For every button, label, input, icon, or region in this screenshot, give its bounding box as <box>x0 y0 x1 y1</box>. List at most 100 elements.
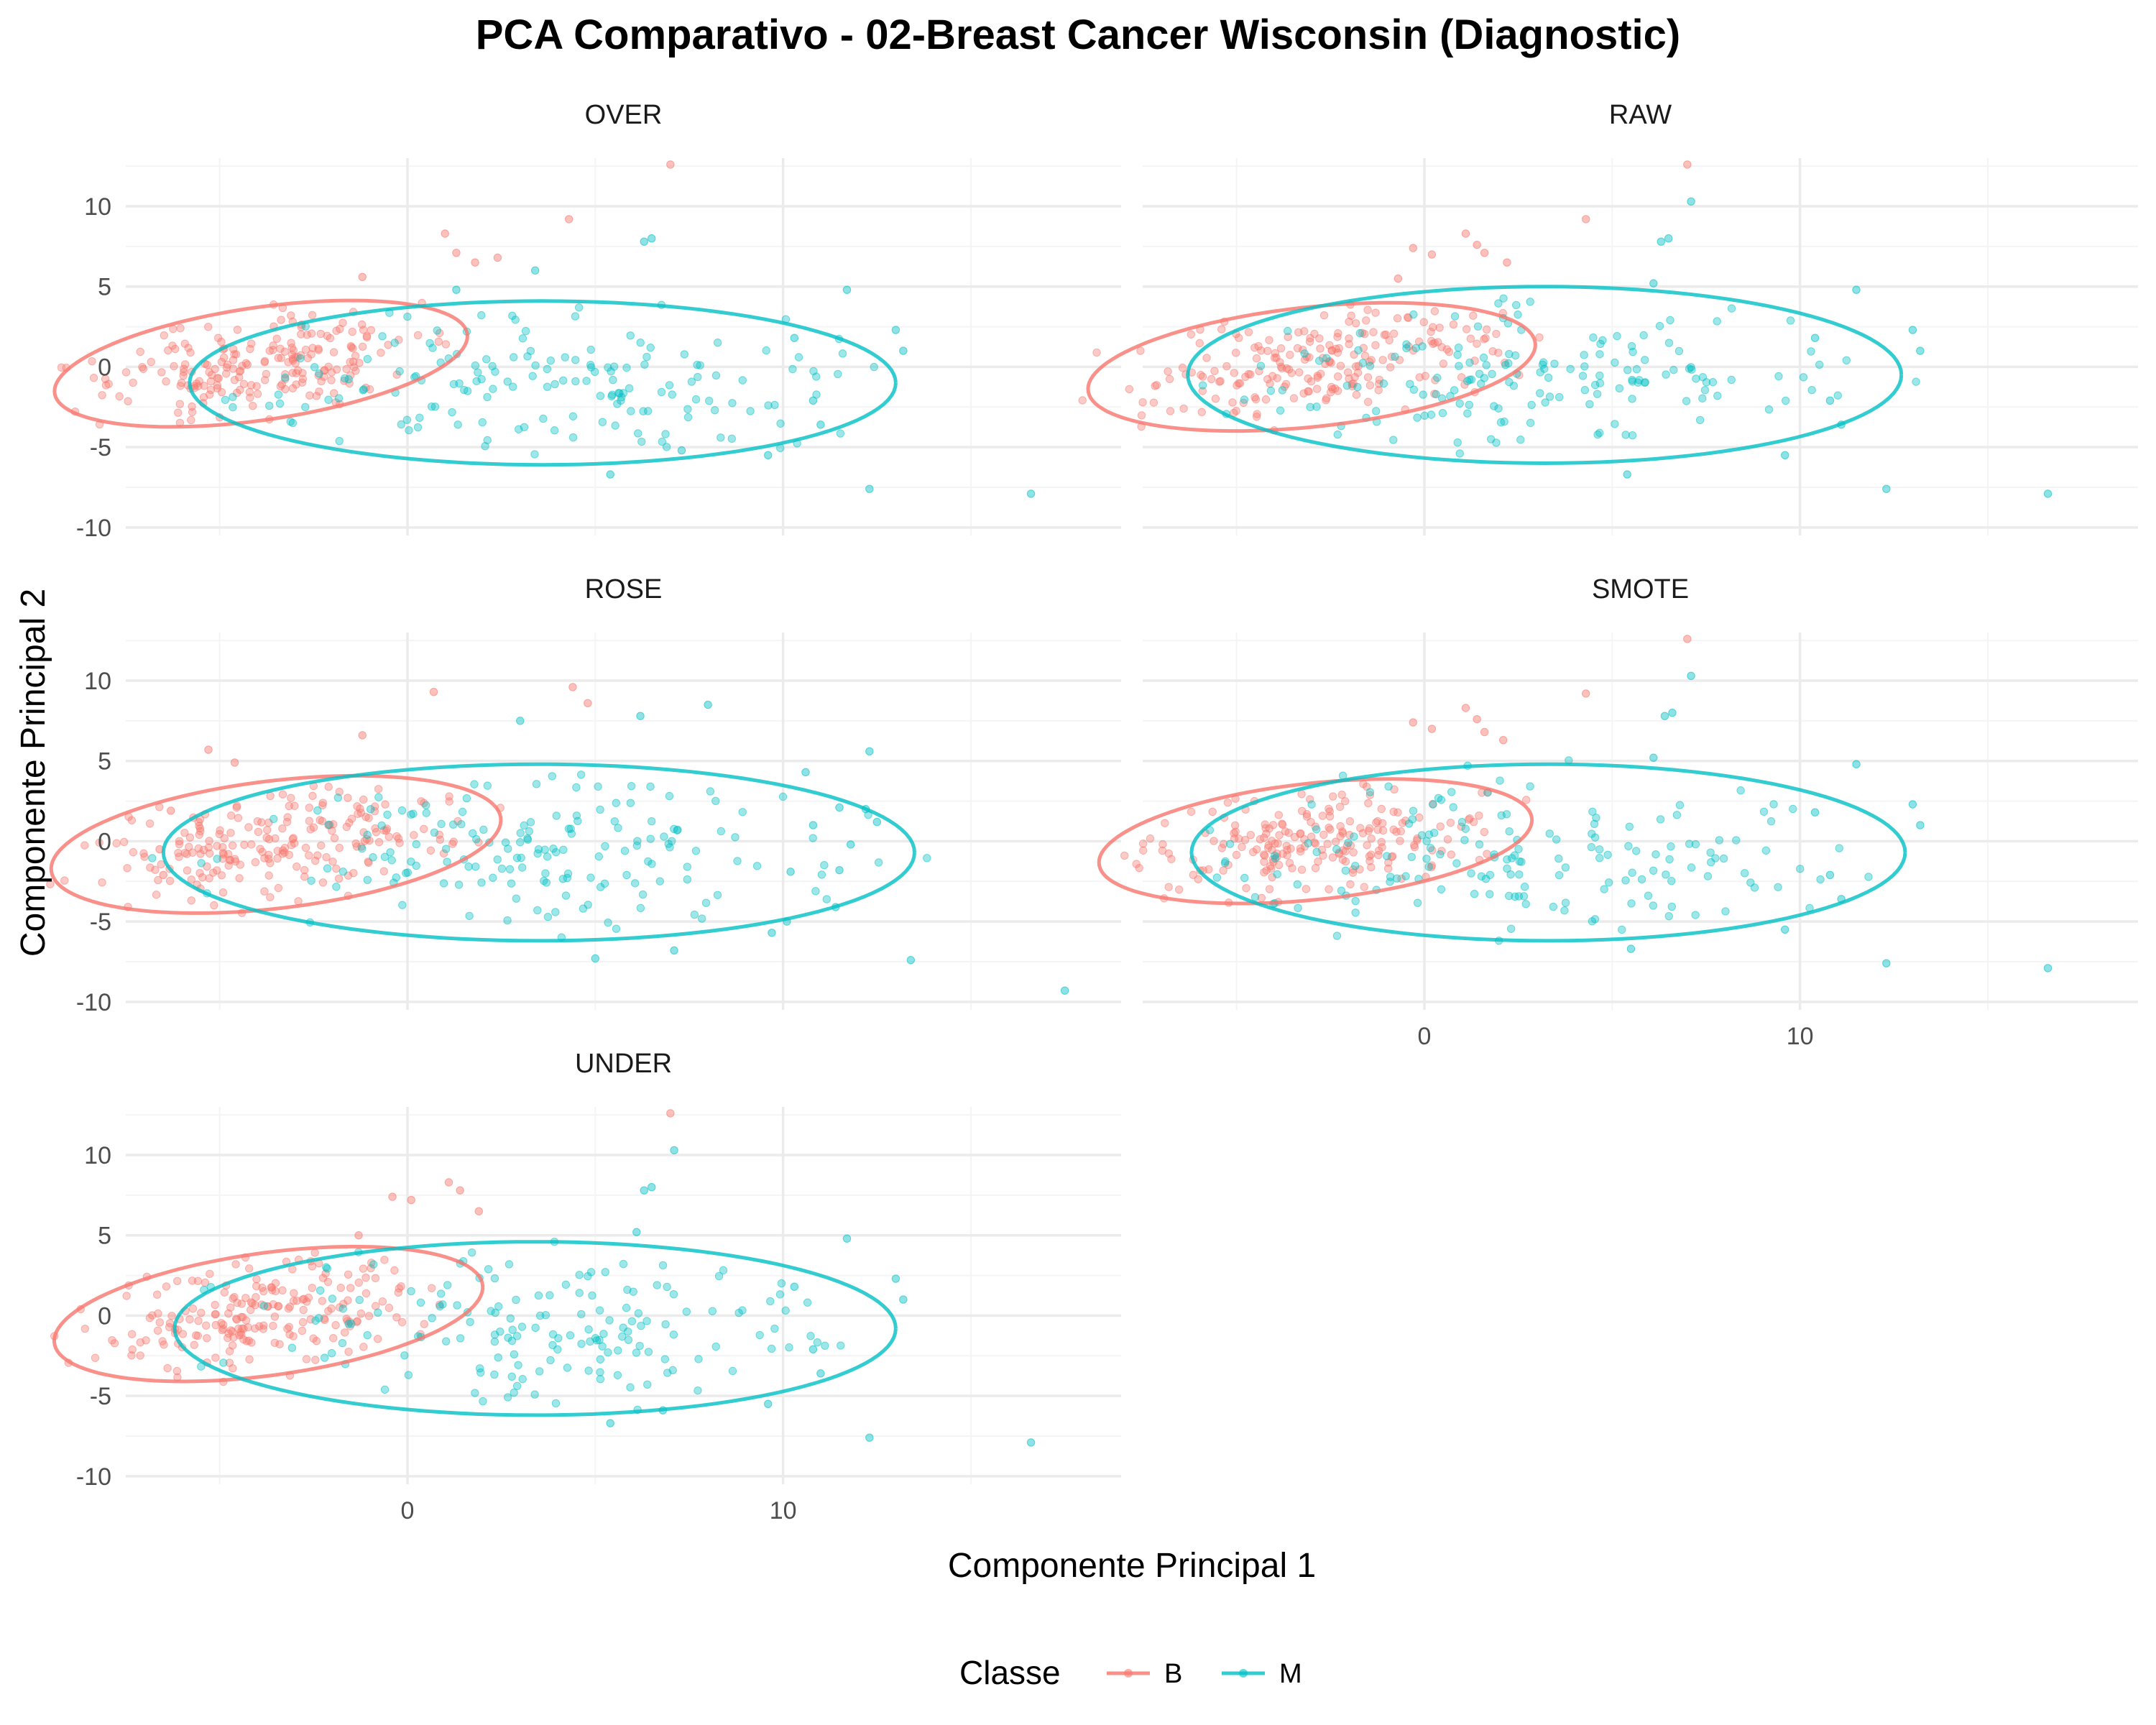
data-point-b <box>151 865 160 874</box>
data-point-b <box>1383 864 1393 873</box>
data-point-b <box>1348 868 1358 877</box>
data-point-b <box>344 1270 353 1279</box>
data-point-m <box>687 377 696 386</box>
data-point-b <box>1215 377 1224 386</box>
data-point-b <box>287 794 295 802</box>
data-point-b <box>1345 340 1353 349</box>
data-point-m <box>526 818 535 827</box>
y-tick-label: -10 <box>76 1463 111 1491</box>
data-point-b <box>1230 369 1238 377</box>
data-point-m <box>607 392 616 401</box>
data-point-m <box>448 408 456 417</box>
data-point-b <box>1389 807 1398 816</box>
data-point-b <box>1302 812 1312 821</box>
data-point-m <box>296 354 305 363</box>
data-point-b <box>252 1282 261 1291</box>
data-point-m <box>1271 854 1280 862</box>
data-point-b <box>98 391 106 400</box>
data-point-m <box>1587 842 1596 852</box>
data-point-b <box>331 1320 340 1330</box>
data-point-m <box>324 395 333 404</box>
data-point-m <box>1550 359 1559 368</box>
data-point-m <box>1492 438 1501 447</box>
data-point-b <box>1263 843 1273 852</box>
data-point-m <box>1526 298 1534 306</box>
data-point-m <box>596 805 604 814</box>
data-point-m <box>1761 846 1771 855</box>
data-point-b <box>305 391 314 400</box>
data-point-m <box>691 395 701 404</box>
data-point-b <box>139 849 148 858</box>
data-point-m <box>734 1308 743 1317</box>
data-point-m <box>358 844 367 853</box>
data-point-b <box>195 869 204 878</box>
data-point-b <box>230 375 239 385</box>
ellipse-m <box>1189 762 1907 943</box>
data-point-m <box>505 1260 514 1269</box>
data-point-m <box>1674 346 1684 356</box>
data-point-m <box>1307 800 1316 809</box>
data-point-m <box>1692 374 1700 383</box>
data-point-b <box>441 340 451 349</box>
outlier-point-b <box>1473 714 1481 724</box>
outlier-point-b <box>1683 635 1692 643</box>
data-point-b <box>397 1317 407 1327</box>
data-point-b <box>1365 791 1375 799</box>
data-point-m <box>690 910 699 919</box>
outlier-point-m <box>1649 753 1658 762</box>
data-point-m <box>620 847 630 855</box>
outlier-point-m <box>768 929 776 937</box>
data-point-b <box>1266 862 1275 870</box>
data-point-b <box>176 323 185 333</box>
data-point-m <box>1503 864 1511 873</box>
data-point-b <box>359 1343 368 1351</box>
data-point-m <box>512 894 521 903</box>
data-point-m <box>1649 866 1658 875</box>
data-point-m <box>197 859 206 868</box>
y-tick-label: -5 <box>90 434 111 461</box>
data-point-b <box>263 826 272 834</box>
outlier-point-m <box>846 840 855 849</box>
data-point-b <box>278 824 287 833</box>
data-point-b <box>152 891 161 899</box>
data-point-b <box>247 840 256 849</box>
data-point-m <box>489 873 497 882</box>
outlier-point-b <box>471 258 479 267</box>
data-point-b <box>239 380 249 388</box>
data-point-b <box>344 1348 353 1356</box>
data-point-m <box>644 857 653 866</box>
data-point-b <box>185 842 193 851</box>
data-point-m <box>708 1307 717 1315</box>
data-point-m <box>588 1291 596 1300</box>
data-point-m <box>665 381 674 390</box>
data-point-b <box>127 816 137 824</box>
data-point-m <box>1465 400 1474 410</box>
data-point-b <box>379 826 389 835</box>
data-point-m <box>1422 855 1431 863</box>
data-point-m <box>532 780 541 788</box>
data-point-m <box>571 312 580 321</box>
outlier-point-m <box>835 803 844 812</box>
data-point-b <box>1271 839 1279 848</box>
legend-label: B <box>1164 1659 1182 1689</box>
data-point-m <box>1736 786 1745 795</box>
data-point-m <box>533 906 542 915</box>
data-point-b <box>174 408 183 417</box>
data-point-b <box>1197 408 1206 417</box>
data-point-b <box>224 1309 233 1318</box>
data-point-b <box>1120 851 1129 860</box>
data-point-b <box>216 826 224 835</box>
data-point-m <box>468 829 477 838</box>
outlier-point-b <box>354 1231 363 1240</box>
data-point-m <box>609 375 617 385</box>
data-point-b <box>344 1296 352 1305</box>
data-point-b <box>1302 809 1312 819</box>
data-point-b <box>188 1276 197 1285</box>
data-point-m <box>604 1348 612 1357</box>
data-point-m <box>347 1320 356 1328</box>
data-point-b <box>1276 344 1286 353</box>
data-point-b <box>1135 863 1143 873</box>
data-point-m <box>1437 885 1446 893</box>
data-point-b <box>222 363 231 372</box>
